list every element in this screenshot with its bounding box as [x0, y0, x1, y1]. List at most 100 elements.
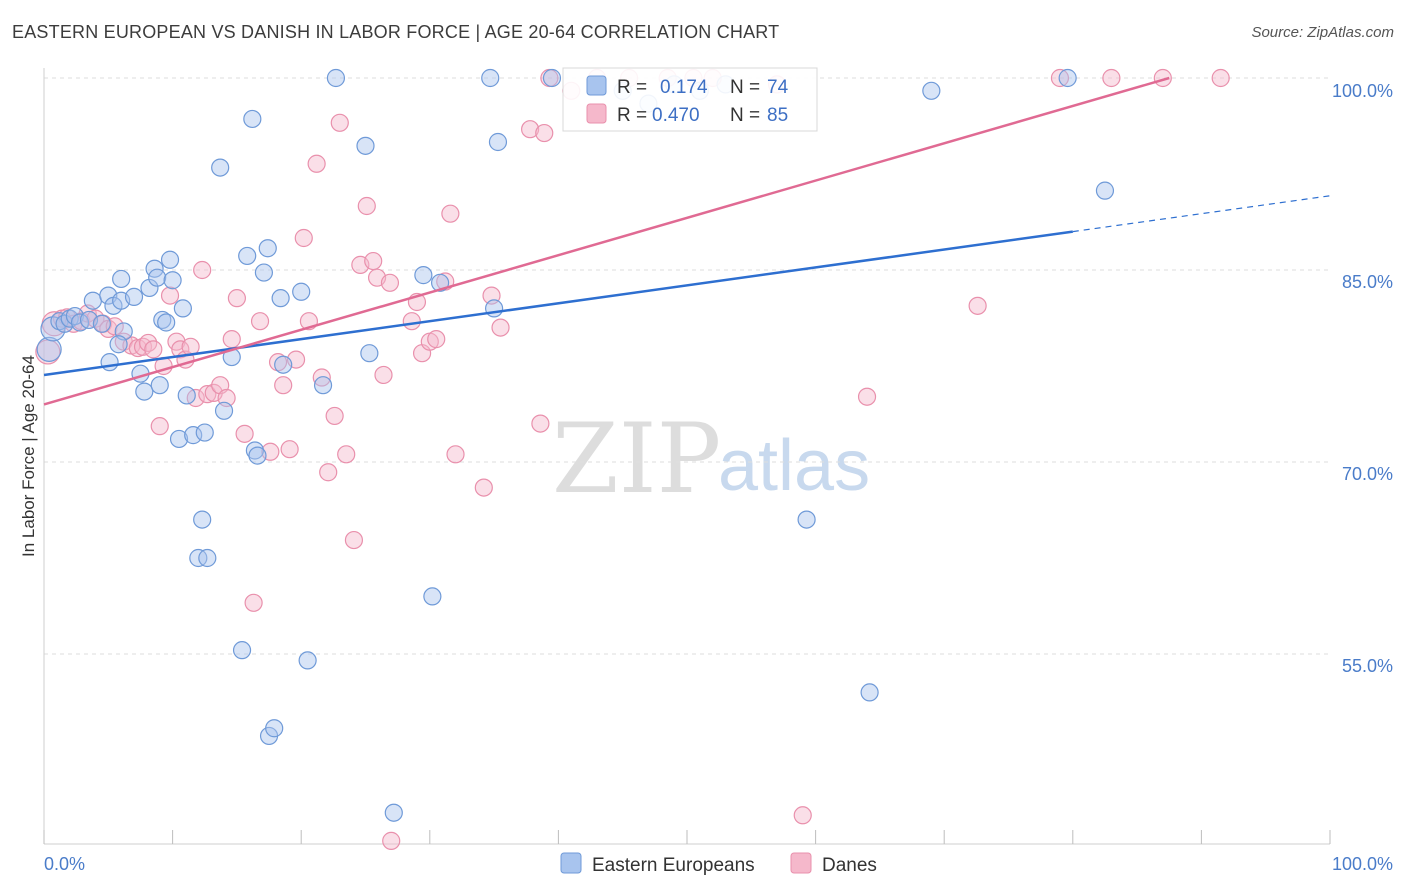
data-point-eastern-europeans	[860, 683, 879, 702]
data-point-eastern-europeans	[414, 266, 433, 285]
data-point-danes	[1102, 68, 1121, 88]
data-point-danes	[344, 530, 364, 550]
bottom-legend-swatch-blue	[560, 852, 582, 874]
data-point-eastern-europeans	[177, 386, 196, 405]
data-point-eastern-europeans	[169, 429, 189, 449]
bottom-legend: Eastern Europeans Danes	[560, 852, 877, 876]
data-point-eastern-europeans	[214, 401, 234, 420]
x-tick-label-max: 100.0%	[1332, 854, 1393, 874]
data-point-eastern-europeans	[60, 309, 79, 328]
data-point-eastern-europeans	[797, 510, 816, 529]
data-point-danes	[325, 406, 344, 426]
data-point-eastern-europeans	[238, 246, 257, 266]
data-point-eastern-europeans	[140, 278, 159, 298]
data-point-eastern-europeans	[485, 299, 504, 318]
data-point-danes	[160, 286, 180, 305]
data-point-danes	[330, 113, 349, 132]
data-point-eastern-europeans	[488, 132, 508, 152]
data-point-eastern-europeans	[356, 136, 375, 155]
bottom-legend-label-pink: Danes	[822, 855, 877, 876]
data-point-eastern-europeans	[384, 803, 403, 822]
data-point-eastern-europeans	[163, 271, 182, 290]
trend-lines	[43, 76, 1331, 406]
data-point-eastern-europeans	[542, 68, 562, 88]
data-point-eastern-europeans	[92, 314, 111, 333]
bottom-legend-label-blue: Eastern Europeans	[592, 855, 755, 876]
data-point-danes	[244, 593, 263, 612]
data-point-eastern-europeans	[313, 376, 333, 395]
trend-line-eastern-europeans-extension	[1072, 195, 1331, 233]
data-point-danes	[535, 123, 554, 143]
data-point-danes	[337, 445, 356, 464]
data-point-danes	[312, 368, 331, 387]
data-point-danes	[319, 463, 338, 482]
y-tick-label: 85.0%	[1342, 272, 1393, 292]
data-point-eastern-europeans	[248, 446, 267, 465]
data-point-eastern-europeans	[481, 68, 500, 88]
data-point-eastern-europeans	[40, 316, 66, 342]
data-point-eastern-europeans	[160, 250, 180, 269]
data-point-eastern-europeans	[326, 68, 346, 88]
data-point-danes	[250, 312, 270, 331]
grid	[44, 77, 1330, 655]
data-point-danes	[1211, 68, 1230, 88]
data-point-danes	[446, 445, 465, 464]
legend-n-label-blue: N =	[730, 77, 760, 98]
data-point-eastern-europeans	[232, 641, 252, 660]
data-point-eastern-europeans	[274, 355, 293, 374]
data-point-eastern-europeans	[150, 376, 169, 395]
data-point-danes	[144, 340, 163, 359]
data-point-eastern-europeans	[254, 263, 274, 282]
data-point-eastern-europeans	[36, 336, 62, 362]
data-point-eastern-europeans	[245, 441, 265, 460]
data-point-eastern-europeans	[148, 268, 167, 287]
watermark: ZIP atlas	[552, 403, 870, 515]
trend-line-danes	[43, 76, 1170, 406]
data-point-eastern-europeans	[173, 299, 192, 318]
x-tick-label-min: 0.0%	[44, 854, 85, 874]
data-point-eastern-europeans	[135, 382, 154, 401]
data-point-eastern-europeans	[1058, 68, 1077, 88]
data-point-danes	[427, 330, 446, 349]
y-tick-label: 55.0%	[1342, 656, 1393, 676]
legend-swatch-pink	[586, 103, 607, 124]
data-point-eastern-europeans	[100, 353, 119, 372]
legend-swatch-blue	[586, 75, 607, 96]
legend-n-value-pink: 85	[767, 105, 788, 126]
data-point-danes	[380, 273, 400, 292]
data-point-eastern-europeans	[195, 423, 214, 442]
y-tick-labels: 55.0% 70.0% 85.0% 100.0%	[1332, 81, 1393, 676]
legend-r-value-blue: 0.174	[660, 77, 708, 98]
data-point-eastern-europeans	[298, 651, 317, 670]
data-point-danes	[307, 154, 326, 173]
legend-n-label-pink: N =	[730, 105, 760, 126]
data-point-danes	[357, 196, 376, 216]
data-point-danes	[793, 806, 812, 825]
data-point-danes	[227, 289, 246, 308]
legend-r-label-pink: R =	[617, 105, 647, 126]
data-point-danes	[193, 260, 212, 280]
data-point-danes	[222, 330, 241, 349]
data-point-danes	[280, 440, 299, 459]
chart-source: Source: ZipAtlas.com	[1251, 24, 1394, 41]
data-point-eastern-europeans	[198, 548, 217, 568]
bottom-legend-swatch-pink	[790, 852, 812, 874]
data-point-danes	[150, 417, 169, 436]
data-point-danes	[474, 478, 493, 497]
data-point-danes	[171, 340, 190, 359]
data-point-eastern-europeans	[271, 289, 290, 308]
watermark-atlas: atlas	[718, 426, 870, 506]
data-point-eastern-europeans	[1095, 181, 1115, 200]
data-point-danes	[382, 831, 401, 850]
data-point-danes	[491, 318, 510, 337]
data-point-eastern-europeans	[211, 158, 230, 177]
data-point-eastern-europeans	[922, 81, 941, 100]
data-point-eastern-europeans	[265, 719, 284, 738]
x-ticks	[43, 830, 1331, 844]
data-point-eastern-europeans	[360, 344, 379, 363]
data-point-danes	[294, 228, 313, 248]
legend-r-label-blue: R =	[617, 77, 647, 98]
data-point-eastern-europeans	[112, 269, 131, 289]
data-point-danes	[235, 424, 254, 443]
